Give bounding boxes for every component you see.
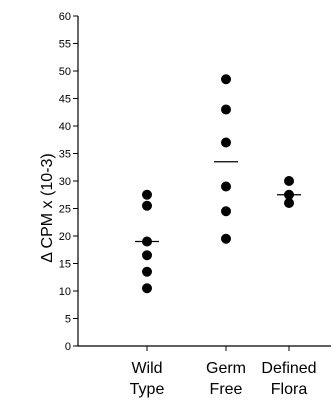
category-label-line2: Type xyxy=(130,381,165,398)
y-tick-label: 15 xyxy=(59,259,71,271)
x-axis: Wild Type Germ Free Defined Flora xyxy=(78,345,331,398)
y-tick-label: 55 xyxy=(59,39,71,51)
y-tick-label: 40 xyxy=(59,121,71,133)
y-tick-label: 30 xyxy=(59,176,71,188)
category-label-line2: Free xyxy=(210,381,243,398)
y-tick-label: 25 xyxy=(59,204,71,216)
category-label-line2: Flora xyxy=(271,381,308,398)
data-point xyxy=(221,104,231,115)
data-point xyxy=(142,283,152,294)
y-tick-label: 35 xyxy=(59,149,71,161)
y-tick-label: 5 xyxy=(65,314,71,326)
y-tick-label: 60 xyxy=(59,11,71,23)
category-label-line1: Defined xyxy=(261,360,316,377)
data-point xyxy=(221,74,231,85)
y-axis-label: Δ CPM x (10-3) xyxy=(39,153,56,262)
data-point xyxy=(284,176,294,186)
data-point xyxy=(142,189,152,200)
data-point xyxy=(221,233,231,244)
data-point xyxy=(221,137,231,148)
data-point xyxy=(142,250,152,261)
y-tick-label: 45 xyxy=(59,94,71,106)
data-point xyxy=(221,181,231,192)
y-tick-label: 0 xyxy=(65,341,71,353)
data-point xyxy=(221,206,231,217)
data-point xyxy=(142,266,152,277)
category-label-line1: Germ xyxy=(206,360,246,377)
category-label-line1: Wild xyxy=(131,360,162,377)
y-tick-label: 10 xyxy=(59,286,71,298)
y-tick-label: 20 xyxy=(59,231,71,243)
y-axis: 0 5 10 15 20 25 30 35 40 45 50 55 60 xyxy=(59,11,79,353)
group-means xyxy=(135,161,301,243)
data-points xyxy=(142,74,294,294)
data-point xyxy=(142,200,152,211)
data-point xyxy=(284,198,294,208)
y-tick-label: 50 xyxy=(59,66,71,78)
